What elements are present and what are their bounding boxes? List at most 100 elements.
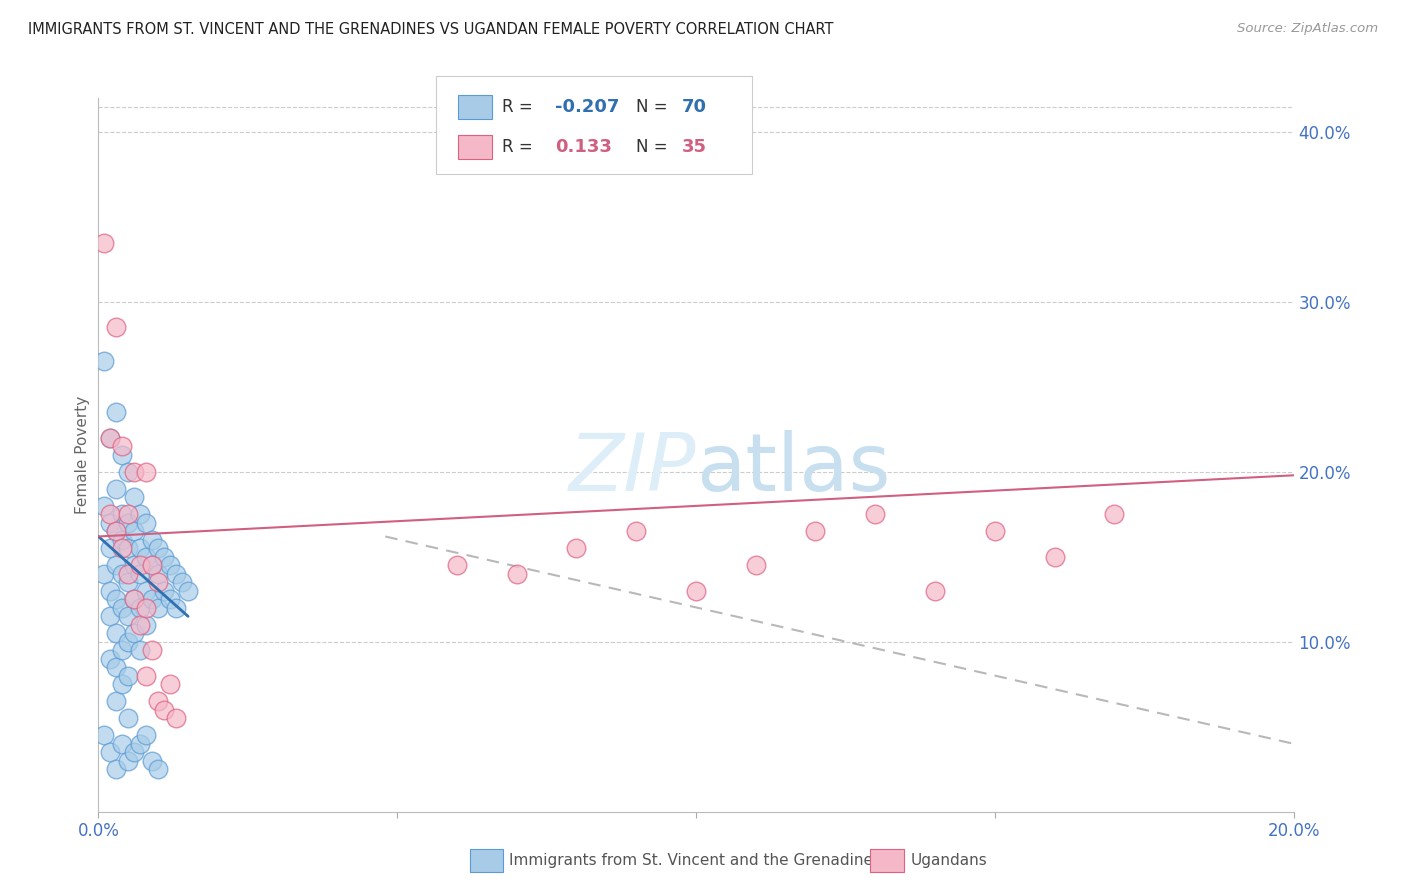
Point [165, 711, 187, 725]
Point [117, 508, 139, 522]
Point [124, 524, 146, 539]
Point [685, 583, 707, 598]
Point [117, 711, 139, 725]
Point [111, 533, 134, 547]
Text: atlas: atlas [696, 430, 890, 508]
Point [105, 626, 128, 640]
Point [745, 558, 768, 573]
Point [117, 575, 139, 590]
Point [804, 524, 827, 539]
Text: -0.207: -0.207 [555, 98, 620, 116]
Point [100, 609, 122, 624]
Point [100, 516, 122, 530]
Point [165, 566, 187, 581]
Point [100, 583, 122, 598]
Point [111, 541, 134, 556]
Point [111, 737, 134, 751]
Text: 70: 70 [682, 98, 707, 116]
Point [129, 617, 152, 632]
Point [159, 592, 181, 607]
Point [93, 354, 115, 368]
Text: 35: 35 [682, 138, 707, 156]
Point [129, 643, 152, 657]
Point [100, 745, 122, 759]
Point [105, 694, 128, 708]
Point [159, 558, 181, 573]
Point [1104, 508, 1126, 522]
Point [100, 431, 122, 445]
Point [111, 600, 134, 615]
Text: Ugandans: Ugandans [911, 854, 988, 868]
Point [105, 762, 128, 776]
Point [111, 643, 134, 657]
Point [148, 694, 170, 708]
Point [124, 465, 146, 479]
Point [100, 652, 122, 666]
Point [93, 235, 115, 250]
Point [446, 558, 468, 573]
Point [105, 524, 128, 539]
Point [105, 482, 128, 496]
Point [105, 558, 128, 573]
Point [141, 754, 163, 768]
Point [148, 566, 170, 581]
Point [984, 524, 1007, 539]
Point [148, 575, 170, 590]
Text: IMMIGRANTS FROM ST. VINCENT AND THE GRENADINES VS UGANDAN FEMALE POVERTY CORRELA: IMMIGRANTS FROM ST. VINCENT AND THE GREN… [28, 22, 834, 37]
Text: Immigrants from St. Vincent and the Grenadines: Immigrants from St. Vincent and the Gren… [509, 854, 882, 868]
Point [565, 541, 588, 556]
Point [117, 541, 139, 556]
Point [129, 566, 152, 581]
Point [129, 541, 152, 556]
Point [135, 669, 157, 683]
Y-axis label: Female Poverty: Female Poverty [75, 396, 90, 514]
Point [124, 491, 146, 505]
Text: R =: R = [502, 138, 543, 156]
Point [129, 600, 152, 615]
Point [135, 549, 157, 564]
Point [111, 439, 134, 453]
Point [141, 558, 163, 573]
Point [129, 737, 152, 751]
Point [117, 516, 139, 530]
Point [148, 541, 170, 556]
Point [117, 754, 139, 768]
Point [117, 635, 139, 649]
Point [93, 728, 115, 742]
Point [124, 592, 146, 607]
Point [135, 583, 157, 598]
Point [124, 558, 146, 573]
Point [506, 566, 529, 581]
Point [117, 609, 139, 624]
Point [111, 677, 134, 691]
Point [105, 524, 128, 539]
Point [141, 558, 163, 573]
Point [924, 583, 946, 598]
Text: R =: R = [502, 98, 538, 116]
Point [100, 541, 122, 556]
Text: Source: ZipAtlas.com: Source: ZipAtlas.com [1237, 22, 1378, 36]
Point [124, 745, 146, 759]
Point [105, 405, 128, 419]
Point [111, 508, 134, 522]
Point [141, 592, 163, 607]
Point [117, 669, 139, 683]
Text: ZIP: ZIP [568, 430, 696, 508]
Text: 0.133: 0.133 [555, 138, 612, 156]
Point [865, 508, 887, 522]
Point [111, 448, 134, 462]
Point [111, 566, 134, 581]
Point [105, 592, 128, 607]
Text: N =: N = [636, 98, 672, 116]
Point [153, 549, 176, 564]
Point [153, 703, 176, 717]
Point [177, 583, 200, 598]
Point [117, 465, 139, 479]
Point [148, 762, 170, 776]
Point [124, 592, 146, 607]
Point [124, 626, 146, 640]
Point [148, 600, 170, 615]
Point [117, 566, 139, 581]
Point [135, 728, 157, 742]
Point [135, 617, 157, 632]
